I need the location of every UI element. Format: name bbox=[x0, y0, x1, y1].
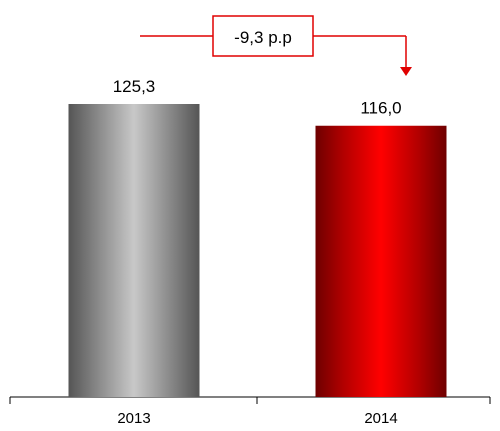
change-annotation: -9,3 p.p bbox=[140, 15, 412, 76]
data-label-2014: 116,0 bbox=[360, 99, 401, 118]
bar-2014 bbox=[315, 125, 447, 397]
annotation-text: -9,3 p.p bbox=[234, 28, 292, 47]
x-tick-label-2013: 2013 bbox=[117, 410, 150, 426]
bar-2013 bbox=[68, 104, 200, 397]
x-tick-label-2014: 2014 bbox=[364, 410, 397, 426]
data-label-2013: 125,3 bbox=[113, 77, 156, 96]
down-arrow-icon bbox=[400, 67, 412, 76]
annotation-box bbox=[212, 15, 314, 57]
